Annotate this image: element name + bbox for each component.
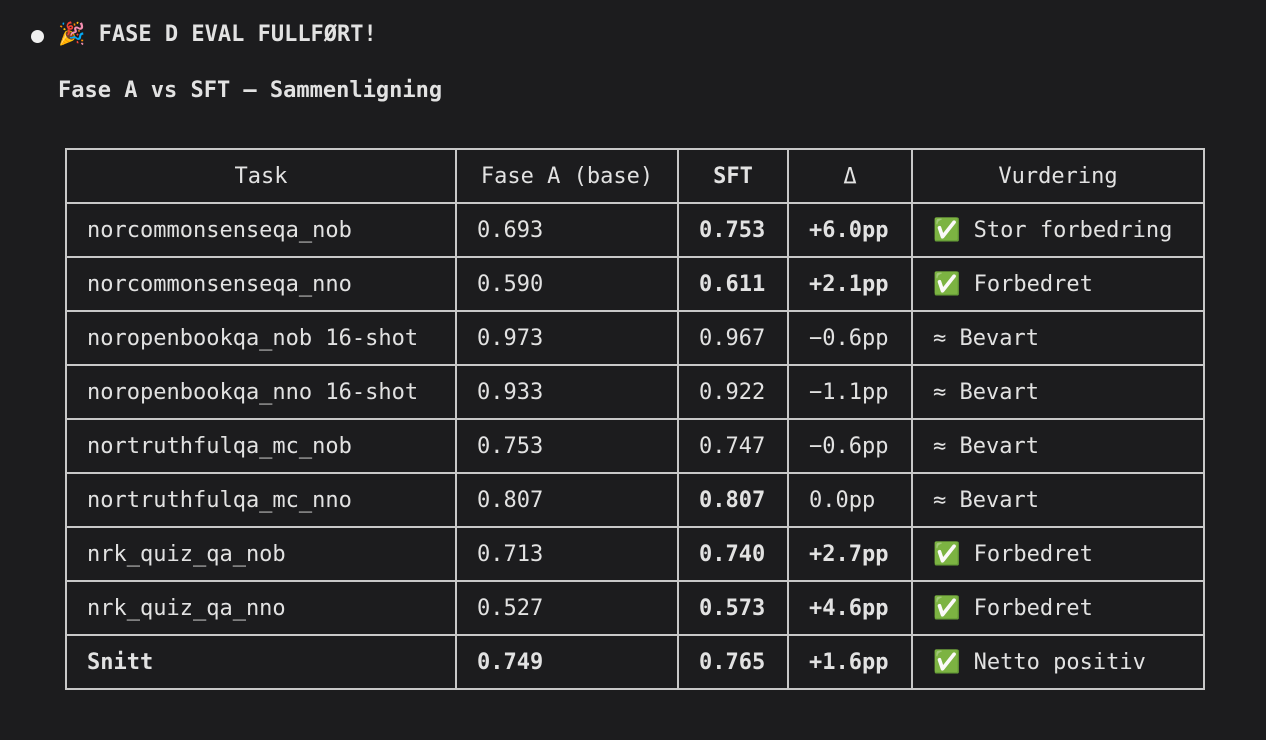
table-cell: ✅ Stor forbedring [911, 202, 1205, 258]
table-cell: noropenbookqa_nno 16-shot [65, 364, 457, 420]
table-cell: 0.573 [677, 580, 789, 636]
subtitle: Fase A vs SFT — Sammenligning [58, 78, 443, 103]
table-cell: Snitt [65, 634, 457, 690]
table-row: norcommonsenseqa_nob 0.693 0.753 +6.0pp ✅ St… [65, 202, 1205, 258]
table-cell: 0.713 [455, 526, 679, 582]
table-row: noropenbookqa_nob 16-shot 0.973 0.967 −0.6p… [65, 310, 1205, 366]
column-header: SFT [677, 148, 789, 204]
title: 🎉 FASE D EVAL FULLFØRT! [58, 22, 377, 47]
table-cell: ≈ Bevart [911, 310, 1205, 366]
table-cell: ✅ Netto positiv [911, 634, 1205, 690]
column-header: Fase A (base) [455, 148, 679, 204]
header-row: Task Fase A (base) SFT Δ Vurdering [65, 148, 1205, 204]
table-cell: nortruthfulqa_mc_nno [65, 472, 457, 528]
table-row: nrk_quiz_qa_nob 0.713 0.740 +2.7pp ✅ Forbedr… [65, 526, 1205, 582]
table-cell: norcommonsenseqa_nno [65, 256, 457, 312]
table-cell: −1.1pp [787, 364, 913, 420]
table-cell: 0.0pp [787, 472, 913, 528]
table-cell: nrk_quiz_qa_nob [65, 526, 457, 582]
table-cell: 0.973 [455, 310, 679, 366]
table-cell: 0.807 [455, 472, 679, 528]
table-cell: 0.807 [677, 472, 789, 528]
table-cell: 0.753 [677, 202, 789, 258]
table-cell: 0.611 [677, 256, 789, 312]
table-cell: ≈ Bevart [911, 472, 1205, 528]
table-cell: 0.922 [677, 364, 789, 420]
table-row: norcommonsenseqa_nno 0.590 0.611 +2.1pp ✅ Fo… [65, 256, 1205, 312]
table-cell: nortruthfulqa_mc_nob [65, 418, 457, 474]
table-cell: +2.1pp [787, 256, 913, 312]
table-cell: ≈ Bevart [911, 364, 1205, 420]
table-cell: ≈ Bevart [911, 418, 1205, 474]
table-cell: 0.740 [677, 526, 789, 582]
table-cell: noropenbookqa_nob 16-shot [65, 310, 457, 366]
table-cell: 0.933 [455, 364, 679, 420]
table-cell: +6.0pp [787, 202, 913, 258]
table-cell: nrk_quiz_qa_nno [65, 580, 457, 636]
table-cell: ✅ Forbedret [911, 526, 1205, 582]
table-row: nrk_quiz_qa_nno 0.527 0.573 +4.6pp ✅ Forbedr… [65, 580, 1205, 636]
column-header: Task [65, 148, 457, 204]
table-cell: −0.6pp [787, 310, 913, 366]
table-cell: +1.6pp [787, 634, 913, 690]
table-cell: 0.527 [455, 580, 679, 636]
table-body: norcommonsenseqa_nob 0.693 0.753 +6.0pp ✅ St… [65, 202, 1205, 690]
table-cell: 0.753 [455, 418, 679, 474]
table-cell: 0.590 [455, 256, 679, 312]
table-cell: +2.7pp [787, 526, 913, 582]
column-header: Δ [787, 148, 913, 204]
table-cell: 0.765 [677, 634, 789, 690]
table-cell: 0.967 [677, 310, 789, 366]
table-row: nortruthfulqa_mc_nob 0.753 0.747 −0.6pp ≈ Be… [65, 418, 1205, 474]
table-row: Snitt 0.749 0.765 +1.6pp ✅ Netto positiv [65, 634, 1205, 690]
comparison-table: Task Fase A (base) SFT Δ Vurdering norcommon… [65, 148, 1205, 690]
table-row: nortruthfulqa_mc_nno 0.807 0.807 0.0pp ≈ Bev… [65, 472, 1205, 528]
column-header: Vurdering [911, 148, 1205, 204]
table-row: noropenbookqa_nno 16-shot 0.933 0.922 −1.1p… [65, 364, 1205, 420]
table-cell: norcommonsenseqa_nob [65, 202, 457, 258]
table-cell: 0.749 [455, 634, 679, 690]
table-cell: ✅ Forbedret [911, 256, 1205, 312]
table-cell: 0.747 [677, 418, 789, 474]
table-cell: −0.6pp [787, 418, 913, 474]
table-cell: +4.6pp [787, 580, 913, 636]
table-cell: 0.693 [455, 202, 679, 258]
table-cell: ✅ Forbedret [911, 580, 1205, 636]
bullet [31, 30, 44, 43]
